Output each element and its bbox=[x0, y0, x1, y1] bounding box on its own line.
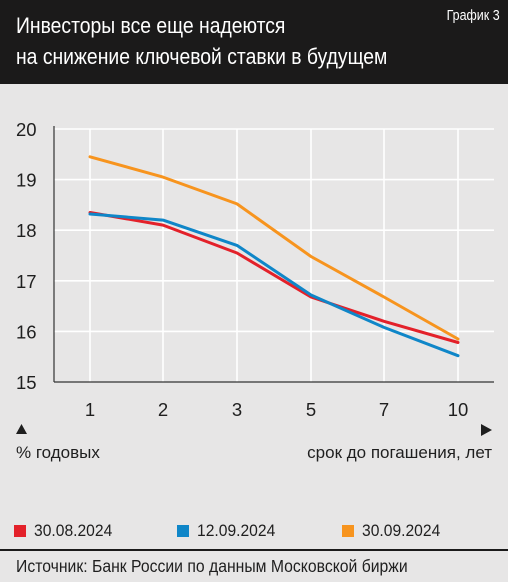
y-tick-label: 16 bbox=[16, 321, 37, 342]
legend-label: 12.09.2024 bbox=[197, 521, 276, 540]
x-tick-label: 3 bbox=[232, 399, 242, 420]
series-line-2 bbox=[88, 212, 460, 358]
source-note: Источник: Банк России по данным Московск… bbox=[16, 556, 408, 576]
y-tick-label: 19 bbox=[16, 170, 37, 191]
line-chart: 15 16 17 18 19 20 1 2 3 5 7 10 % годовых срок до пога… bbox=[16, 119, 494, 462]
legend-item: 12.09.2024 bbox=[177, 518, 282, 544]
x-tick-label: 10 bbox=[448, 399, 469, 420]
y-tick-label: 15 bbox=[16, 372, 37, 393]
legend-item: 30.09.2024 bbox=[342, 518, 447, 544]
y-axis-arrow-icon bbox=[16, 424, 27, 434]
chart-title: Инвесторы все еще надеются на снижение к… bbox=[16, 10, 388, 72]
x-tick-label: 7 bbox=[379, 399, 389, 420]
chart-title-line-2: на снижение ключевой ставки в будущем bbox=[16, 44, 388, 69]
legend-swatch bbox=[342, 525, 354, 537]
x-tick-label: 1 bbox=[85, 399, 95, 420]
source-divider bbox=[0, 549, 508, 551]
y-axis-title: % годовых bbox=[16, 443, 100, 462]
legend-label: 30.09.2024 bbox=[362, 521, 441, 540]
y-tick-label: 17 bbox=[16, 271, 37, 292]
chart-area: 15 16 17 18 19 20 1 2 3 5 7 10 % годовых срок до пога… bbox=[0, 84, 508, 504]
legend-item: 30.08.2024 bbox=[14, 518, 119, 544]
x-axis-title: срок до погашения, лет bbox=[307, 443, 492, 462]
y-tick-label: 20 bbox=[16, 119, 37, 140]
x-tick-label: 5 bbox=[306, 399, 316, 420]
chart-header: Инвесторы все еще надеются на снижение к… bbox=[0, 0, 508, 84]
legend-swatch bbox=[14, 525, 26, 537]
series-line-1 bbox=[88, 211, 460, 344]
x-tick-label: 2 bbox=[158, 399, 168, 420]
legend-label: 30.08.2024 bbox=[34, 521, 113, 540]
x-axis-arrow-icon bbox=[481, 424, 492, 436]
series-line-3 bbox=[88, 155, 460, 341]
y-tick-label: 18 bbox=[16, 220, 37, 241]
legend-swatch bbox=[177, 525, 189, 537]
chart-number-label: График 3 bbox=[446, 8, 500, 24]
chart-legend: 30.08.2024 12.09.2024 30.09.2024 bbox=[0, 518, 508, 544]
chart-title-line-1: Инвесторы все еще надеются bbox=[16, 13, 286, 38]
